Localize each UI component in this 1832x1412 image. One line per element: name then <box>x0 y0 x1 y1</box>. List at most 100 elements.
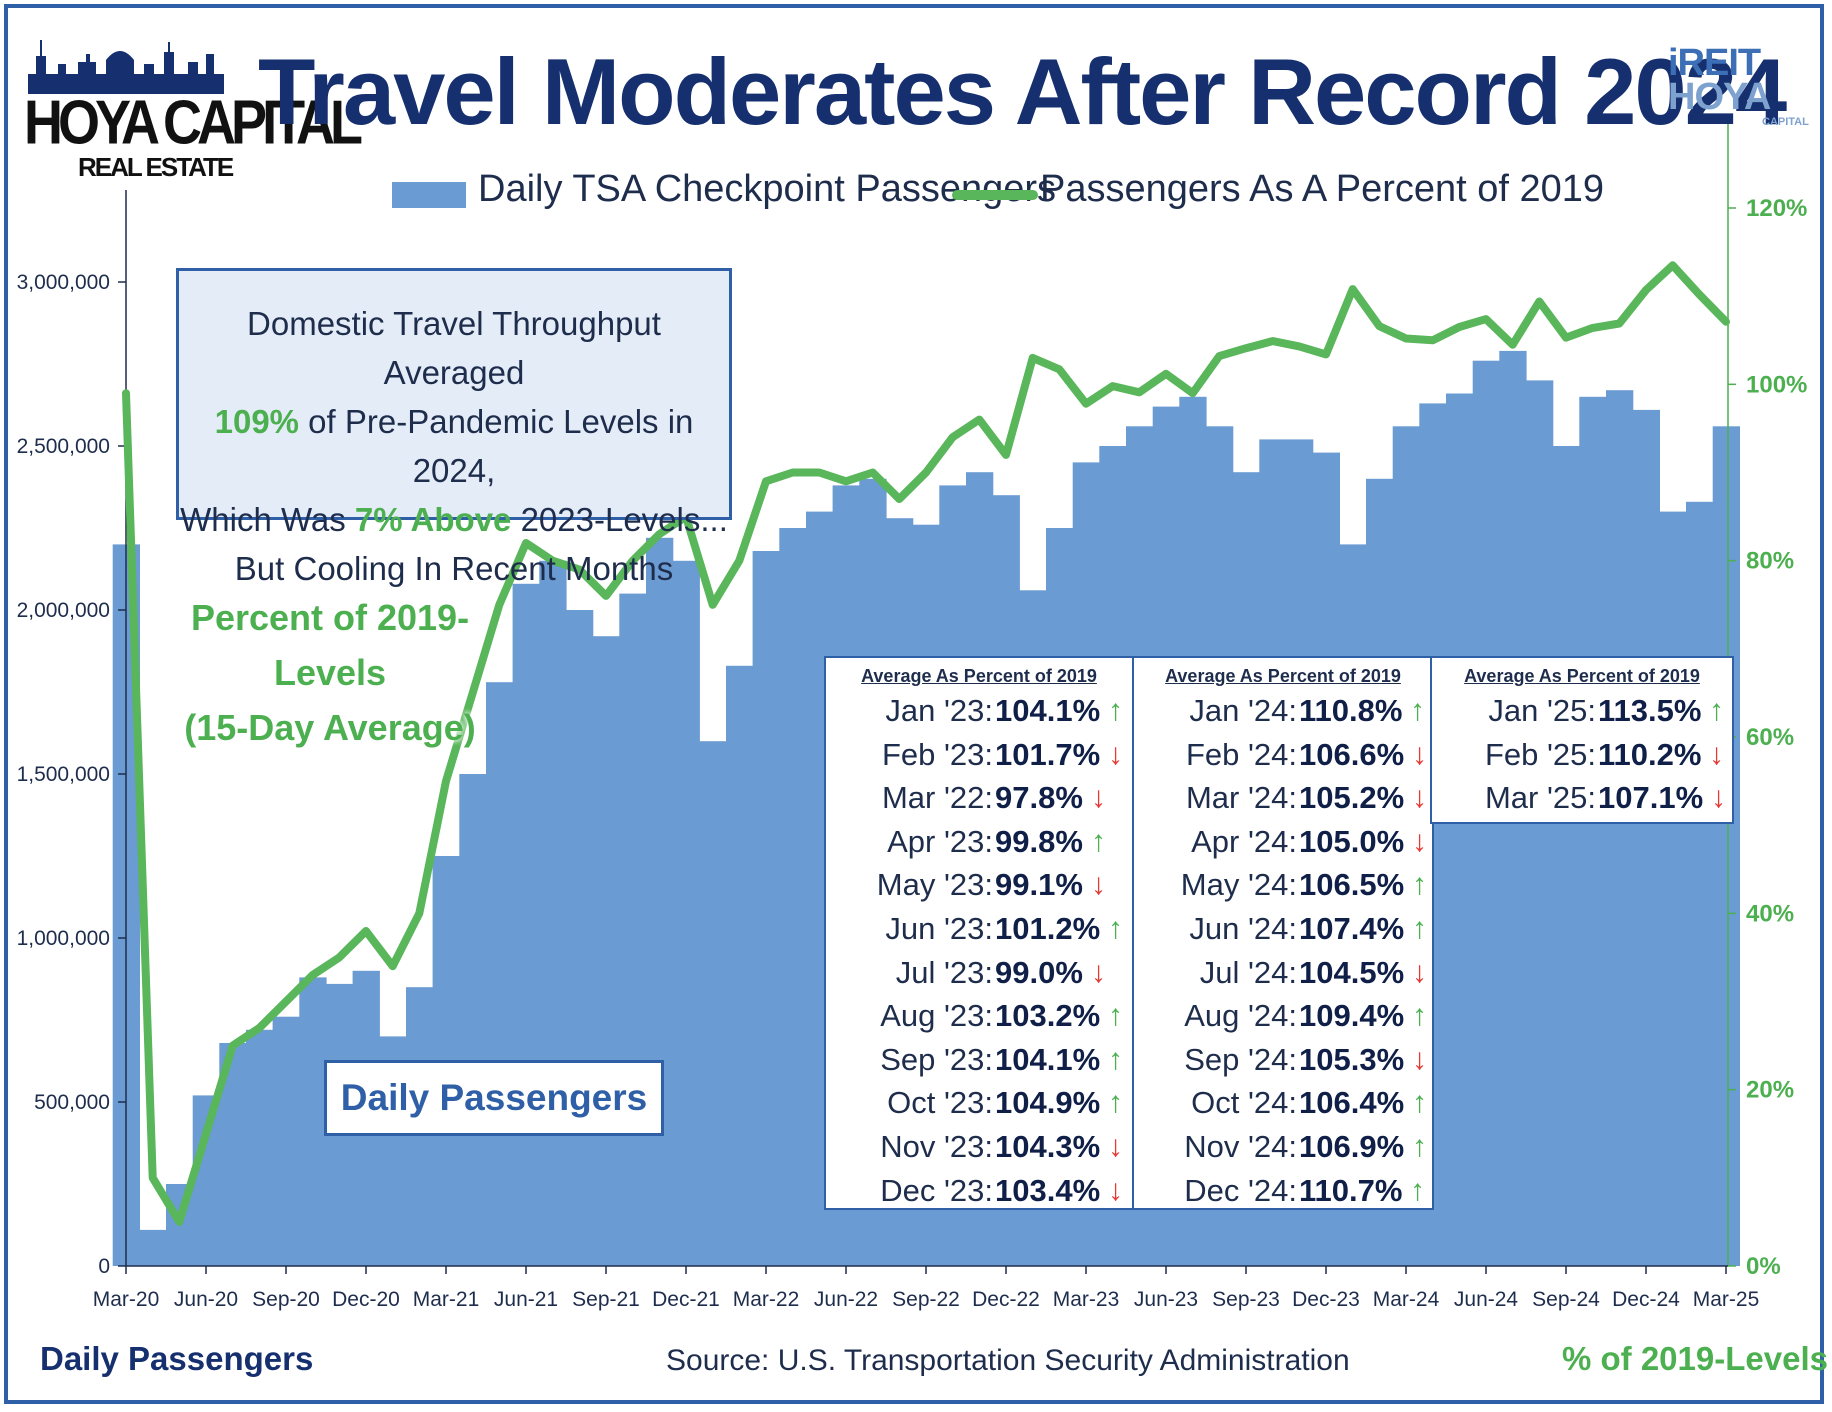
y-tick-label-right: 120% <box>1746 195 1807 222</box>
y-tick-label-left: 1,500,000 <box>17 763 110 786</box>
table-row: Jan '24: 110.8% ↑ <box>1134 689 1432 733</box>
callout-7-pct: 7% Above <box>354 501 512 538</box>
x-tick-label: Dec-23 <box>1292 1288 1360 1311</box>
summary-callout: Domestic Travel Throughput Averaged 109%… <box>176 268 732 587</box>
daily-passengers-label: Daily Passengers <box>324 1060 664 1136</box>
ireit-logo: iREIT HOYA CAPITAL <box>1668 42 1818 128</box>
skyline-icon <box>28 40 224 94</box>
callout-line1: Domestic Travel Throughput Averaged <box>247 305 661 391</box>
row-month: Aug '23: <box>880 998 993 1034</box>
bar-Oct-24 <box>1579 396 1607 1266</box>
row-month: Dec '23: <box>880 1172 993 1208</box>
y-tick-label-left: 500,000 <box>34 1091 110 1114</box>
logo-line2: REAL ESTATE <box>78 152 234 182</box>
legend-line-label: Passengers As A Percent of 2019 <box>1040 168 1605 210</box>
bar-Sep-24 <box>1552 446 1580 1266</box>
row-value: 107.1% <box>1598 780 1704 816</box>
arrow-up-icon: ↑ <box>1410 1173 1425 1207</box>
x-tick-label: Sep-22 <box>892 1288 960 1311</box>
footer-source: Source: U.S. Transportation Security Adm… <box>666 1344 1350 1377</box>
table-row: Oct '24: 106.4% ↑ <box>1134 1081 1432 1125</box>
row-month: Oct '23: <box>887 1085 993 1121</box>
x-tick-label: Mar-24 <box>1373 1288 1440 1311</box>
callout-line3: Which Was 7% Above 2023-Levels... <box>179 495 729 544</box>
arrow-down-icon: ↓ <box>1108 1129 1123 1163</box>
bar-Jun-21 <box>512 583 540 1266</box>
row-value: 110.2% <box>1598 736 1702 772</box>
row-month: Nov '23: <box>880 1128 993 1164</box>
arrow-up-icon: ↑ <box>1412 1086 1427 1120</box>
table-row: Apr '24: 105.0% ↓ <box>1134 820 1432 864</box>
table-row: Aug '24: 109.4% ↑ <box>1134 994 1432 1038</box>
row-value: 104.5% <box>1299 954 1405 990</box>
ireit-logo-line3: CAPITAL <box>1762 116 1809 128</box>
table-row: Jul '24: 104.5% ↓ <box>1134 951 1432 995</box>
row-month: Jan '23: <box>885 693 993 728</box>
row-value: 99.8% <box>995 823 1083 859</box>
axes: 0 500,000 1,000,000 1,500,000 2,000,000 2,500… <box>17 120 1807 1311</box>
bar-Feb-22 <box>726 665 754 1266</box>
x-tick-label: Jun-24 <box>1454 1288 1519 1311</box>
page-title: Travel Moderates After Record 2024 <box>258 39 1787 144</box>
row-value: 101.7% <box>995 736 1101 772</box>
bar-May-21 <box>486 682 514 1266</box>
row-month: Jul '23: <box>895 954 993 990</box>
row-month: Jul '24: <box>1199 954 1297 990</box>
row-month: Mar '22: <box>881 780 993 816</box>
y-tick-label-right: 40% <box>1746 900 1794 927</box>
row-value: 106.4% <box>1299 1085 1405 1121</box>
table-row: Jun '23: 101.2% ↑ <box>826 907 1132 951</box>
row-value: 106.9% <box>1299 1128 1405 1164</box>
legend-line-swatch <box>952 190 1038 200</box>
table-row: Mar '25: 107.1% ↓ <box>1432 776 1732 820</box>
row-month: Aug '24: <box>1184 998 1297 1034</box>
table-header: Average As Percent of 2019 <box>861 666 1097 686</box>
table-row: Jul '23: 99.0% ↓ <box>826 951 1132 995</box>
bar-Jan-22 <box>699 741 727 1266</box>
footer-left-axis-title: Daily Passengers <box>40 1340 314 1377</box>
y-tick-label-left: 2,000,000 <box>17 599 110 622</box>
x-tick-label: Dec-20 <box>332 1288 400 1311</box>
ireit-logo-line1: iREIT <box>1668 42 1761 84</box>
row-value: 99.1% <box>995 867 1083 903</box>
bar-Feb-25 <box>1686 501 1714 1266</box>
y-tick-label-right: 60% <box>1746 724 1794 751</box>
percent-label-line2: (15-Day Average) <box>184 707 476 748</box>
x-tick-label: Mar-23 <box>1053 1288 1120 1311</box>
table-row: Feb '24: 106.6% ↓ <box>1134 733 1432 777</box>
arrow-down-icon: ↓ <box>1108 1173 1123 1207</box>
arrow-down-icon: ↓ <box>1711 781 1726 815</box>
x-tick-label: Sep-20 <box>252 1288 320 1311</box>
x-tick-label: Dec-24 <box>1612 1288 1680 1311</box>
x-tick-label: Mar-22 <box>733 1288 800 1311</box>
row-value: 101.2% <box>995 910 1101 946</box>
table-row: Oct '23: 104.9% ↑ <box>826 1081 1132 1125</box>
row-month: Nov '24: <box>1184 1128 1297 1164</box>
row-value: 103.2% <box>995 998 1101 1034</box>
bar-Mar-25 <box>1712 426 1740 1266</box>
table-row: Mar '22: 97.8% ↓ <box>826 776 1132 820</box>
arrow-down-icon: ↓ <box>1412 955 1427 989</box>
bar-Nov-21 <box>646 537 674 1266</box>
bar-Mar-22 <box>752 551 780 1266</box>
table-row: Jan '23: 104.1% ↑ <box>826 689 1132 733</box>
row-value: 104.1% <box>995 693 1101 728</box>
arrow-down-icon: ↓ <box>1091 868 1106 902</box>
y-tick-label-right: 80% <box>1746 548 1794 575</box>
table-header: Average As Percent of 2019 <box>1464 666 1700 686</box>
table-row: Apr '23: 99.8% ↑ <box>826 820 1132 864</box>
row-value: 105.0% <box>1299 823 1405 859</box>
row-month: Feb '23: <box>881 736 993 772</box>
table-row: Nov '23: 104.3% ↓ <box>826 1125 1132 1169</box>
ireit-logo-line2: HOYA <box>1668 76 1771 118</box>
table-2023: Average As Percent of 2019 Jan '23: 104.1%… <box>824 656 1134 1210</box>
arrow-down-icon: ↓ <box>1108 737 1123 771</box>
table-row: Sep '24: 105.3% ↓ <box>1134 1038 1432 1082</box>
y-tick-label-right: 100% <box>1746 371 1807 398</box>
bar-Apr-20 <box>139 1229 167 1266</box>
row-value: 109.4% <box>1299 998 1405 1034</box>
x-tick-label: Sep-21 <box>572 1288 640 1311</box>
row-month: Apr '24: <box>1191 823 1297 859</box>
y-tick-label-left: 3,000,000 <box>17 271 110 294</box>
arrow-up-icon: ↑ <box>1410 694 1425 727</box>
